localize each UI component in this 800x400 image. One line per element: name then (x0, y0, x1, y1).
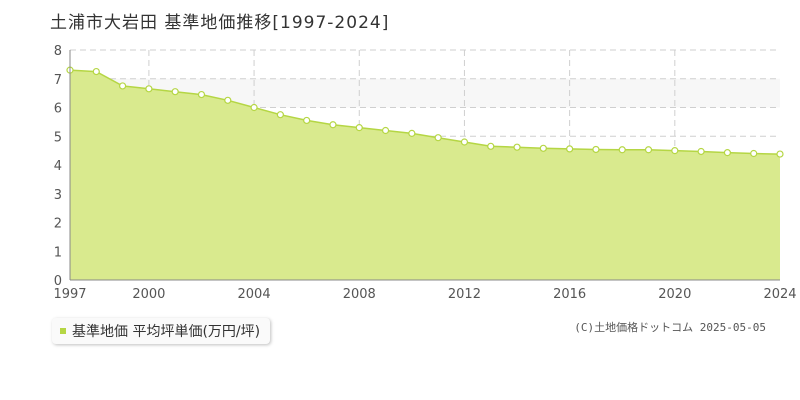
data-point-2007 (329, 121, 337, 129)
data-point-1999 (118, 82, 127, 90)
x-tick-2012: 2012 (448, 287, 481, 302)
copyright-text: (C)土地価格ドットコム 2025-05-05 (574, 321, 766, 334)
data-point-2013 (487, 142, 495, 150)
x-tick-2016: 2016 (553, 287, 586, 302)
data-point-2023 (750, 149, 758, 158)
x-tick-2004: 2004 (238, 287, 271, 302)
data-point-2002 (197, 90, 206, 99)
data-point-2004 (250, 103, 258, 112)
y-tick-6: 6 (54, 102, 62, 117)
data-point-2014 (513, 143, 521, 151)
data-point-2012 (460, 138, 469, 146)
legend: 基準地価 平均坪単価(万円/坪) (52, 318, 271, 344)
data-point-2005 (276, 111, 284, 119)
data-points (66, 66, 784, 158)
y-tick-labels: 0 1 2 3 4 5 6 7 8 (54, 44, 62, 289)
data-point-2017 (592, 145, 600, 154)
data-point-2000 (145, 85, 153, 93)
data-point-2021 (697, 147, 705, 156)
data-point-2022 (723, 149, 732, 157)
y-tick-8: 8 (54, 44, 62, 59)
data-point-2009 (381, 126, 390, 135)
data-point-2024 (776, 150, 784, 158)
data-point-2008 (355, 124, 363, 132)
data-point-2001 (171, 88, 179, 96)
y-tick-7: 7 (54, 73, 62, 88)
data-point-2010 (408, 129, 416, 137)
data-point-2020 (671, 147, 679, 155)
legend-label: 基準地価 平均坪単価(万円/坪) (72, 324, 261, 340)
chart-title: 土浦市大岩田 基準地価推移[1997-2024] (50, 13, 390, 33)
y-tick-5: 5 (54, 130, 62, 145)
x-tick-labels: 1997 2000 2004 2008 2012 2016 2020 2024 (53, 287, 796, 302)
series-line (69, 69, 781, 155)
data-point-2015 (539, 144, 547, 152)
y-tick-2: 2 (54, 217, 62, 232)
y-tick-1: 1 (54, 245, 62, 260)
y-tick-4: 4 (54, 159, 62, 174)
data-point-2011 (434, 134, 442, 142)
data-point-1998 (92, 67, 100, 76)
data-point-2018 (618, 146, 626, 154)
x-tick-2020: 2020 (658, 287, 691, 302)
y-tick-3: 3 (54, 188, 62, 203)
x-tick-2008: 2008 (343, 287, 376, 302)
area-fill (70, 70, 780, 280)
x-tick-1997: 1997 (53, 287, 86, 302)
legend-swatch (60, 328, 66, 334)
data-point-2016 (566, 145, 574, 153)
x-tick-2024: 2024 (763, 287, 796, 302)
data-point-2003 (224, 96, 232, 104)
data-point-2019 (644, 146, 653, 154)
y-tick-0: 0 (54, 274, 62, 289)
data-point-2006 (303, 116, 311, 125)
x-tick-2000: 2000 (132, 287, 165, 302)
